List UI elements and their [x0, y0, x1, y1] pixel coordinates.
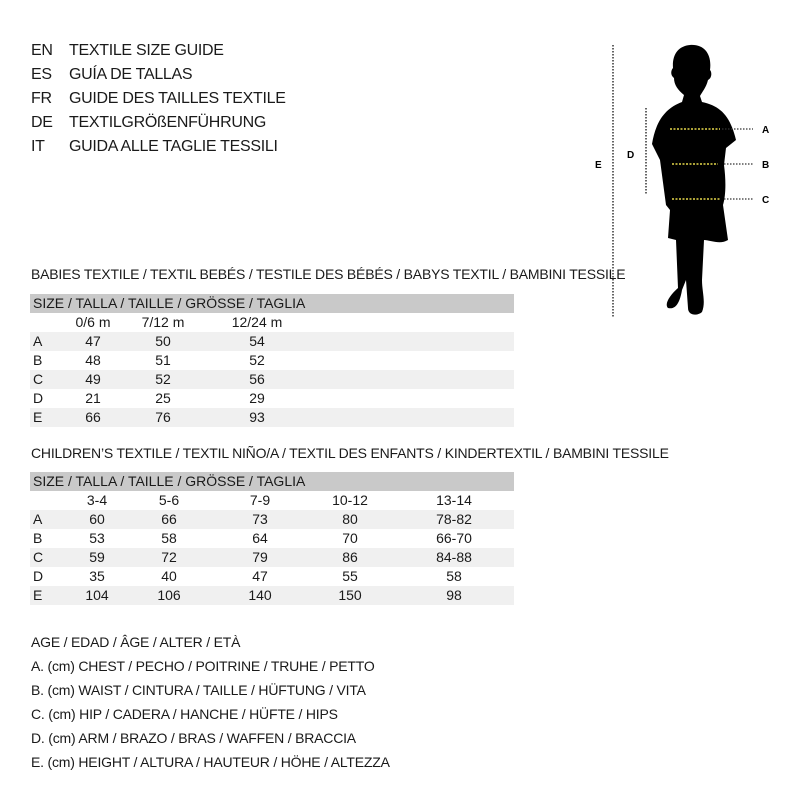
empty-cell [304, 370, 514, 389]
cell-value: 47 [70, 332, 116, 351]
table-row: B 53 58 64 70 66-70 [30, 529, 514, 548]
empty-cell [304, 332, 514, 351]
legend-chest: A. (cm) CHEST / PECHO / POITRINE / TRUHE… [31, 658, 375, 674]
row-label: B [33, 530, 43, 546]
cell-value: 104 [70, 586, 124, 605]
empty-cell [304, 351, 514, 370]
cell-value: 78-82 [394, 510, 514, 529]
table-row: A 60 66 73 80 78-82 [30, 510, 514, 529]
row-label: C [30, 370, 70, 389]
table-header: SIZE / TALLA / TAILLE / GRÖSSE / TAGLIA [30, 472, 514, 491]
label-a: A [762, 125, 769, 136]
cell-value: 54 [210, 332, 304, 351]
cell-value: 56 [210, 370, 304, 389]
label-d: D [627, 150, 634, 161]
cell-value: 70 [342, 530, 358, 546]
measurement-legend: AGE / EDAD / ÂGE / ALTER / ETÀ A. (cm) C… [31, 632, 390, 776]
cell-value: 52 [116, 370, 210, 389]
cell-value: 79 [214, 548, 306, 567]
title-fr: FR GUIDE DES TAILLES TEXTILE [31, 90, 286, 107]
cell-value: 93 [210, 408, 304, 427]
row-label: C [30, 548, 70, 567]
cell-value: 55 [342, 568, 358, 584]
children-size-table: SIZE / TALLA / TAILLE / GRÖSSE / TAGLIA … [30, 472, 514, 605]
cell-value: 29 [249, 390, 265, 406]
legend-hip: C. (cm) HIP / CADERA / HANCHE / HÜFTE / … [31, 706, 338, 722]
cell-value: 52 [249, 352, 265, 368]
empty-cell [304, 389, 514, 408]
cell-value: 49 [70, 370, 116, 389]
table-row: E 66 76 93 [30, 408, 514, 427]
legend-height: E. (cm) HEIGHT / ALTURA / HAUTEUR / HÖHE… [31, 754, 390, 770]
table-row: E 104 106 140 150 98 [30, 586, 514, 605]
child-silhouette-figure: E D A B C [595, 44, 769, 318]
row-label: D [33, 390, 44, 406]
babies-section-title: BABIES TEXTILE / TEXTIL BEBÉS / TESTILE … [31, 266, 626, 282]
legend-age: AGE / EDAD / ÂGE / ALTER / ETÀ [31, 634, 241, 650]
row-label: A [30, 510, 70, 529]
row-label: E [30, 408, 70, 427]
cell-value: 106 [124, 586, 214, 605]
row-label: D [33, 568, 44, 584]
cell-value: 84-88 [394, 548, 514, 567]
cell-value: 58 [446, 568, 462, 584]
children-section-title: CHILDREN’S TEXTILE / TEXTIL NIÑO/A / TEX… [31, 445, 669, 461]
table-row: B 48 51 52 [30, 351, 514, 370]
cell-value: 58 [161, 530, 177, 546]
cell-value: 47 [252, 568, 268, 584]
label-c: C [762, 195, 769, 206]
table-row: C 49 52 56 [30, 370, 514, 389]
cell-value: 66 [124, 510, 214, 529]
cell-value: 66 [70, 408, 116, 427]
empty-cell [304, 408, 514, 427]
legend-waist: B. (cm) WAIST / CINTURA / TAILLE / HÜFTU… [31, 682, 366, 698]
row-label: A [30, 332, 70, 351]
table-header: SIZE / TALLA / TAILLE / GRÖSSE / TAGLIA [30, 294, 514, 313]
label-b: B [762, 160, 769, 171]
column-header-row: 3-4 5-6 7-9 10-12 13-14 [86, 492, 472, 508]
title-de: DE TEXTILGRÖßENFÜHRUNG [31, 114, 266, 131]
table-row: D 21 25 29 [30, 389, 514, 408]
cell-value: 40 [161, 568, 177, 584]
cell-value: 35 [89, 568, 105, 584]
cell-value: 53 [89, 530, 105, 546]
babies-size-table: SIZE / TALLA / TAILLE / GRÖSSE / TAGLIA … [30, 294, 514, 427]
cell-value: 59 [70, 548, 124, 567]
cell-value: 80 [306, 510, 394, 529]
cell-value: 140 [214, 586, 306, 605]
cell-value: 21 [85, 390, 101, 406]
table-row: A 47 50 54 [30, 332, 514, 351]
cell-value: 150 [306, 586, 394, 605]
cell-value: 66-70 [436, 530, 472, 546]
table-row: C 59 72 79 86 84-88 [30, 548, 514, 567]
label-e: E [595, 160, 602, 171]
row-label: B [33, 352, 43, 368]
cell-value: 25 [155, 390, 171, 406]
title-list: EN TEXTILE SIZE GUIDE ES GUÍA DE TALLAS FR… [31, 42, 286, 162]
table-row: D 35 40 47 55 58 [30, 567, 514, 586]
silhouette [652, 44, 736, 315]
cell-value: 98 [394, 586, 514, 605]
row-label: E [30, 586, 70, 605]
cell-value: 76 [116, 408, 210, 427]
measure-lines-yellow [670, 128, 720, 200]
cell-value: 50 [116, 332, 210, 351]
cell-value: 72 [124, 548, 214, 567]
legend-arm: D. (cm) ARM / BRAZO / BRAS / WAFFEN / BR… [31, 730, 356, 746]
cell-value: 60 [70, 510, 124, 529]
cell-value: 73 [214, 510, 306, 529]
title-en: EN TEXTILE SIZE GUIDE [31, 42, 224, 59]
cell-value: 86 [306, 548, 394, 567]
cell-value: 48 [85, 352, 101, 368]
title-es: ES GUÍA DE TALLAS [31, 66, 193, 83]
title-it: IT GUIDA ALLE TAGLIE TESSILI [31, 138, 278, 155]
cell-value: 51 [155, 352, 171, 368]
column-header-row: 0/6 m 7/12 m 12/24 m [75, 314, 283, 330]
cell-value: 64 [252, 530, 268, 546]
